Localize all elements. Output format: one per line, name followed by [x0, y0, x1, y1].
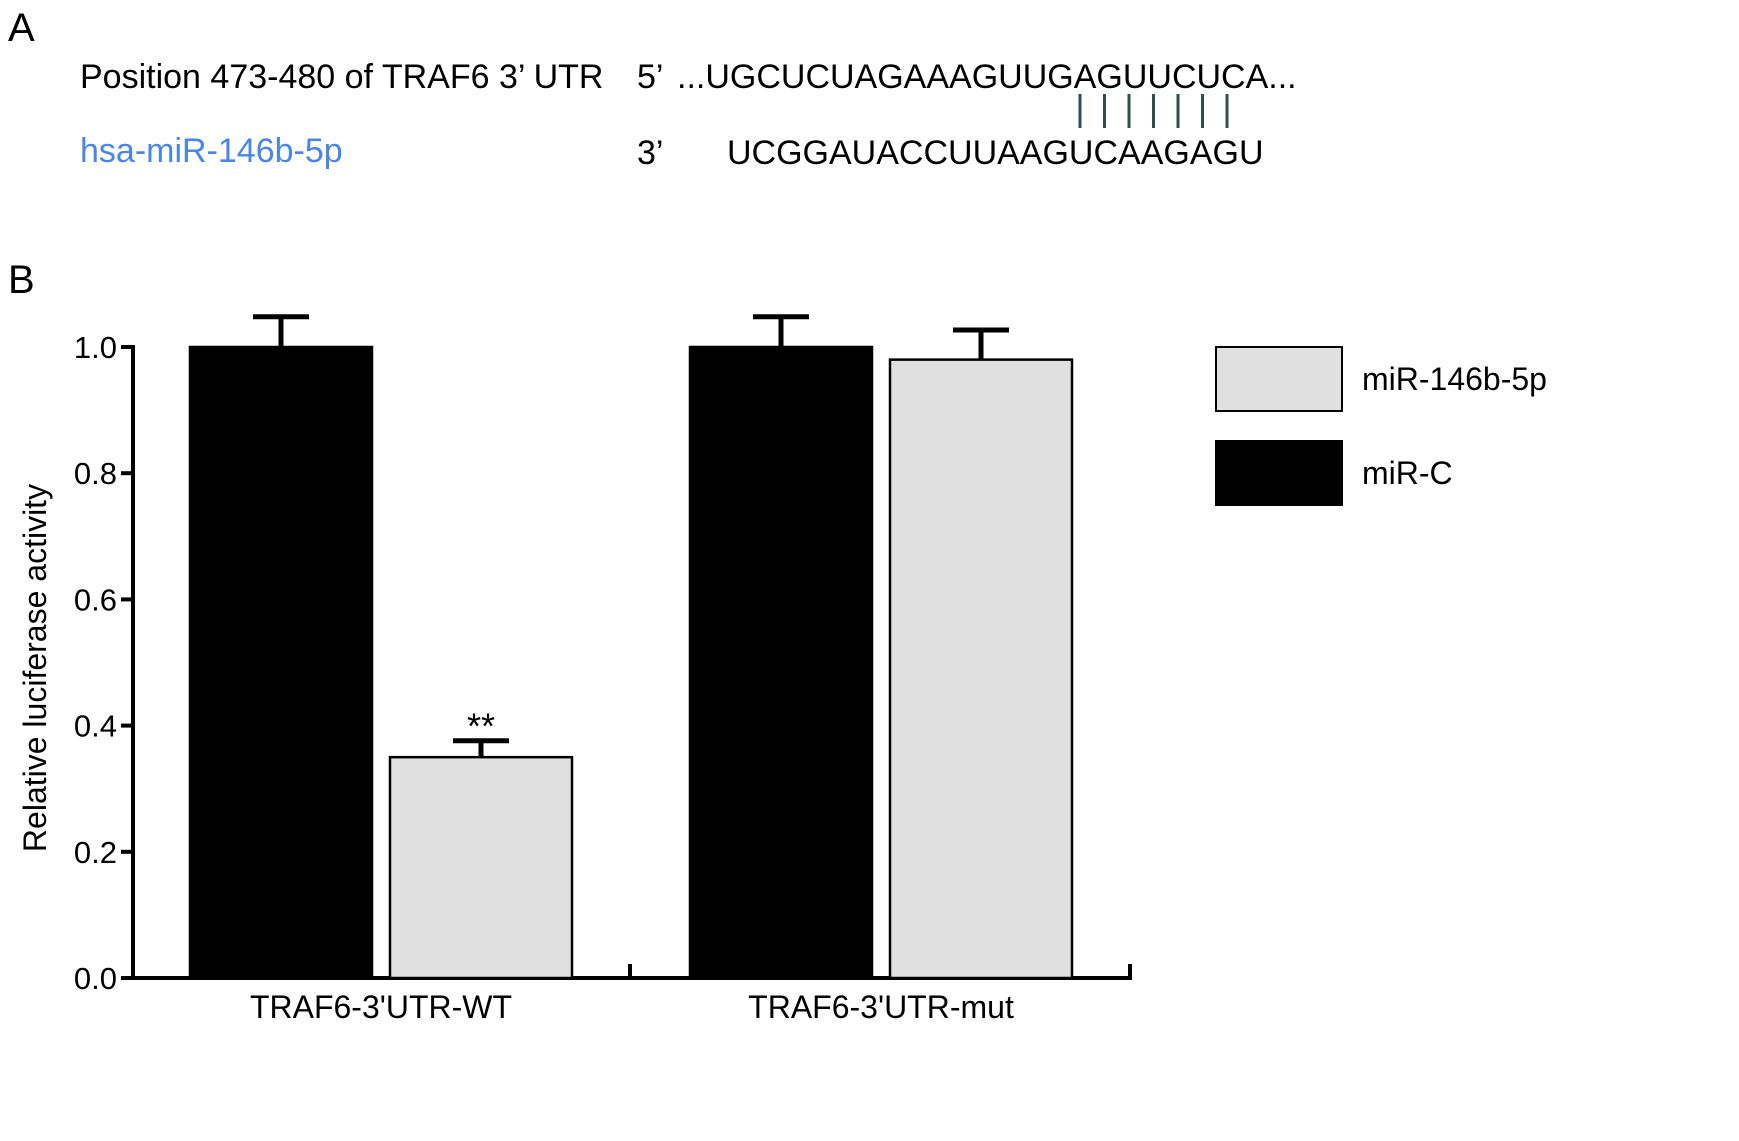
- bar-mir-c: [688, 345, 874, 980]
- bar-mir-146b-5p: [388, 755, 574, 980]
- y-tick-label: 0.4: [74, 709, 117, 744]
- legend-swatch: [1215, 440, 1343, 506]
- chart-bars: [188, 345, 1074, 980]
- chart-error-bars: [253, 314, 1009, 758]
- bar-mir-c: [188, 345, 374, 980]
- legend-label: miR-C: [1362, 455, 1453, 491]
- x-category-label: TRAF6-3'UTR-WT: [250, 989, 512, 1025]
- panel-b-letter: B: [8, 258, 35, 302]
- y-axis-label: Relative luciferase activity: [17, 484, 53, 852]
- target-sequence: ...UGCUCUAGAAAGUUGAGUUCUCA...: [677, 58, 1297, 96]
- significance-annotation: **: [467, 706, 495, 747]
- chart-tick-labels: 0.0 0.2 0.4 0.6 0.8 1.0 TRAF6-3'UTR-WT TRAF6-3'…: [74, 330, 1014, 1025]
- panel-a-letter: A: [8, 6, 35, 50]
- mirna-label: hsa-miR-146b-5p: [80, 132, 343, 170]
- target-label: Position 473-480 of TRAF6 3’ UTR: [80, 58, 604, 96]
- y-tick-label: 0.8: [74, 456, 117, 491]
- x-category-label: TRAF6-3'UTR-mut: [748, 989, 1014, 1025]
- legend-swatch: [1215, 346, 1343, 412]
- y-tick-label: 0.6: [74, 582, 117, 617]
- mirna-sequence: UCGGAUACCUUAAGUCAAGAGU: [727, 134, 1264, 172]
- y-tick-label: 1.0: [74, 330, 117, 365]
- y-tick-label: 0.2: [74, 835, 117, 870]
- target-5prime-end: 5’: [637, 58, 664, 96]
- chart-legend: miR-146b-5p miR-C: [1215, 346, 1547, 506]
- bar-mir-146b-5p: [888, 358, 1074, 980]
- y-tick-label: 0.0: [74, 961, 117, 996]
- legend-label: miR-146b-5p: [1362, 361, 1547, 397]
- base-pair-lines: [1078, 94, 1229, 128]
- mirna-3prime-end: 3’: [637, 134, 664, 172]
